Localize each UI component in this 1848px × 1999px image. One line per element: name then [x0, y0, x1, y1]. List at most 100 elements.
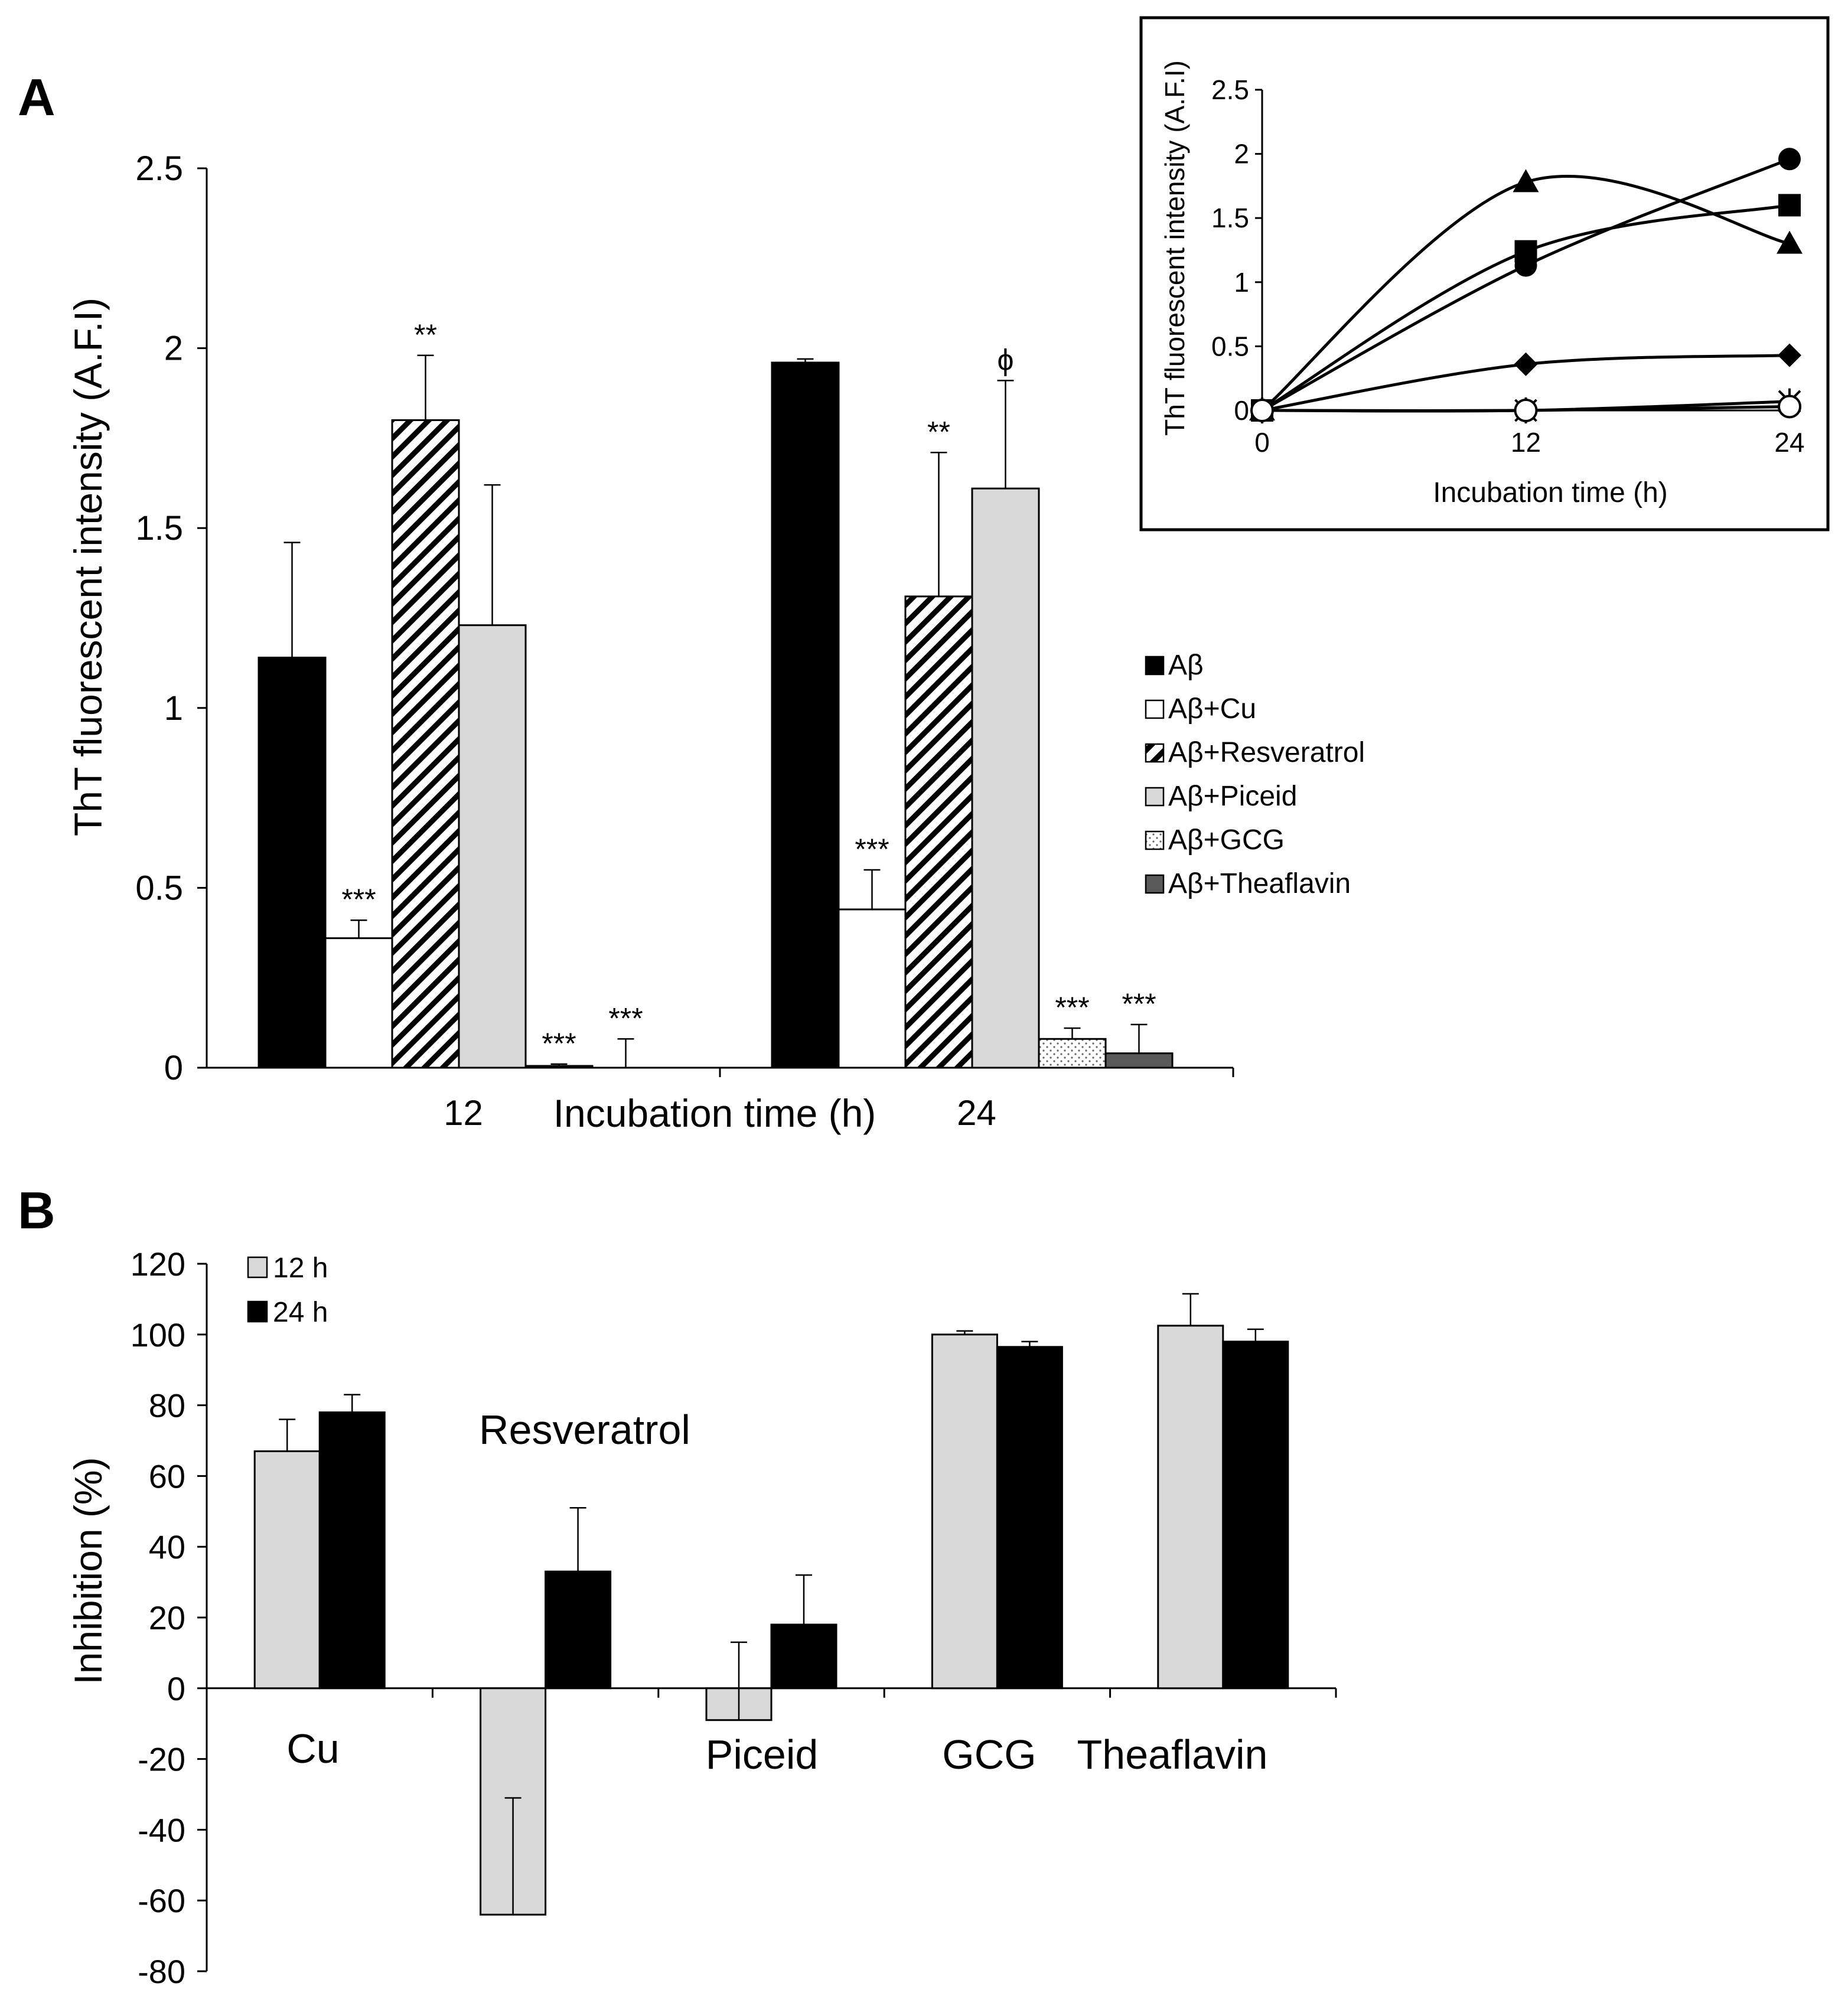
panel-a-bar-chart: A ThT fluorescent intensity (A.F.I) 0 0.5…: [18, 68, 1365, 1135]
panel-b-y-tick-label: 20: [149, 1599, 185, 1636]
panel-b-legend-swatch: [247, 1256, 268, 1279]
panel-a-bar: [258, 657, 327, 1069]
panel-b-y-tick-label: 0: [167, 1670, 185, 1707]
inset-marker-triangle-filled: [1513, 169, 1539, 193]
panel-a-bar: [324, 937, 393, 1069]
panel-b-bar: [545, 1570, 612, 1690]
inset-x-tick-label: 24: [1774, 427, 1804, 458]
panel-a-legend: Aβ Aβ+Cu Aβ+Resveratrol Aβ+Piceid Aβ+GCG Aβ+T…: [1145, 650, 1365, 899]
panel-a-bar: [1038, 1038, 1107, 1069]
panel-b-y-tick-label: 60: [149, 1457, 185, 1495]
panel-b-y-tick-label: 80: [149, 1387, 185, 1424]
panel-b-category-labels: Cu Resveratrol Piceid GCG Theaflavin: [286, 1407, 1267, 1778]
panel-a-legend-label: Aβ+Resveratrol: [1168, 737, 1365, 768]
panel-b-y-tick-label: 100: [131, 1316, 185, 1354]
panel-b-bar: [931, 1333, 998, 1690]
panel-b-category-label: Theaflavin: [1077, 1731, 1268, 1778]
panel-a-bar: [391, 419, 460, 1069]
panel-b-bar-chart: B Inhibition (%) -80 -60 -40 -20 0 20 40 60 80 10…: [18, 1181, 1337, 1990]
panel-a-legend-swatch: [1145, 830, 1165, 850]
panel-a-bar: [1104, 1052, 1174, 1069]
inset-y-tick-label: 0: [1234, 395, 1249, 426]
panel-a-legend-swatch: [1145, 787, 1165, 807]
panel-b-legend-label: 12 h: [273, 1253, 328, 1284]
panel-b-category-label: GCG: [942, 1731, 1036, 1778]
panel-a-significance-mark: ***: [608, 1002, 643, 1035]
panel-a-legend-swatch: [1145, 656, 1165, 676]
panel-b-legend-label: 24 h: [273, 1297, 328, 1328]
inset-y-tick-label: 2.5: [1211, 74, 1249, 105]
panel-b-legend: 12 h 24 h: [247, 1253, 328, 1328]
panel-a-bar: [771, 361, 840, 1069]
panel-b-label: B: [18, 1181, 56, 1240]
panel-b-y-tick-label: -40: [138, 1811, 185, 1848]
inset-x-axis-title: Incubation time (h): [1433, 477, 1668, 508]
panel-a-bar: [837, 908, 907, 1069]
panel-a-inset-line-chart: ThT fluorescent intensity (A.F.I) 0 0.5 1 1…: [1139, 16, 1830, 531]
panel-a-significance-mark: ***: [1122, 987, 1156, 1020]
panel-a-significance-mark: ϕ: [997, 343, 1013, 376]
panel-a-y-tick-label: 2: [164, 330, 183, 368]
panel-a-significance-mark: **: [927, 415, 950, 448]
panel-a-y-tick-label: 0.5: [135, 869, 183, 907]
inset-marker-circle-open: [1514, 399, 1538, 422]
panel-b-y-tick-label: 40: [149, 1528, 185, 1566]
panel-b-category-label: Resveratrol: [479, 1407, 690, 1453]
panel-b-y-tick-label: 120: [131, 1245, 185, 1283]
panel-b-category-label: Cu: [286, 1726, 339, 1772]
panel-b-bar: [996, 1346, 1063, 1690]
panel-a-legend-label: Aβ+Theaflavin: [1168, 868, 1351, 899]
panel-b-bar: [318, 1411, 386, 1690]
panel-b-legend-swatch: [247, 1300, 268, 1323]
panel-a-legend-swatch: [1145, 699, 1165, 719]
panel-a-legend-label: Aβ+GCG: [1168, 824, 1285, 856]
inset-x-tick-label: 12: [1511, 427, 1541, 458]
panel-a-y-tick-label: 1: [164, 689, 183, 728]
panel-a-legend-label: Aβ+Piceid: [1168, 781, 1297, 812]
inset-marker-circle-open: [1250, 399, 1274, 422]
inset-marker-circle-open: [1778, 394, 1801, 419]
panel-a-significance-mark: **: [414, 318, 437, 351]
panel-a-legend-label: Aβ+Cu: [1168, 693, 1256, 725]
panel-b-bar: [253, 1450, 321, 1690]
inset-y-tick-labels: 0 0.5 1 1.5 2 2.5: [1211, 74, 1249, 426]
inset-frame: [1139, 16, 1830, 531]
panel-a-bar: [904, 595, 973, 1069]
panel-a-bar: [524, 1065, 594, 1069]
panel-b-bars: [253, 1293, 1289, 1916]
panel-a-legend-label: Aβ: [1168, 650, 1204, 681]
panel-a-significance-mark: ***: [855, 833, 889, 866]
panel-a-y-axis-title: ThT fluorescent intensity (A.F.I): [66, 298, 110, 836]
panel-a-y-tick-labels: 0 0.5 1 1.5 2 2.5: [135, 149, 183, 1087]
panel-a-significance-mark: ***: [341, 883, 376, 916]
panel-a-y-tick-label: 1.5: [135, 509, 183, 547]
inset-y-axis-title: ThT fluorescent intensity (A.F.I): [1159, 60, 1190, 436]
panel-a-x-axis-title: Incubation time (h): [553, 1091, 876, 1135]
inset-y-tick-label: 2: [1234, 139, 1249, 169]
inset-x-tick-label: 0: [1254, 427, 1270, 458]
inset-y-tick-label: 1: [1234, 267, 1249, 298]
panel-a-legend-swatch: [1145, 874, 1165, 894]
panel-a-significance-mark: ***: [542, 1027, 576, 1060]
inset-marker-square-filled: [1778, 194, 1801, 217]
inset-marker-triangle-filled: [1777, 230, 1803, 254]
panel-b-y-tick-label: -80: [138, 1953, 185, 1990]
inset-y-tick-label: 0.5: [1211, 331, 1249, 361]
panel-a-bar: [458, 624, 527, 1069]
inset-y-tick-label: 1.5: [1211, 203, 1249, 233]
panel-a-bars: ****************ϕ*** ***: [258, 318, 1174, 1069]
inset-marker-diamond-filled: [1514, 352, 1538, 376]
panel-a-category-label: 12: [444, 1093, 483, 1133]
panel-b-y-tick-label: -20: [138, 1741, 185, 1778]
inset-marker-diamond-filled: [1778, 343, 1801, 367]
inset-marker-square-filled: [1514, 240, 1537, 263]
panel-a-y-tick-label: 0: [164, 1049, 183, 1087]
panel-a-x-tick-labels: 12 24: [444, 1093, 996, 1133]
panel-b-y-tick-labels: -80 -60 -40 -20 0 20 40 60 80 100 120: [131, 1245, 185, 1990]
panel-a-significance-mark: ***: [1055, 991, 1089, 1024]
panel-b-bar: [770, 1623, 837, 1690]
panel-b-bar: [1157, 1325, 1224, 1690]
panel-b-bar: [1222, 1341, 1289, 1690]
panel-b-category-label: Piceid: [706, 1731, 819, 1778]
